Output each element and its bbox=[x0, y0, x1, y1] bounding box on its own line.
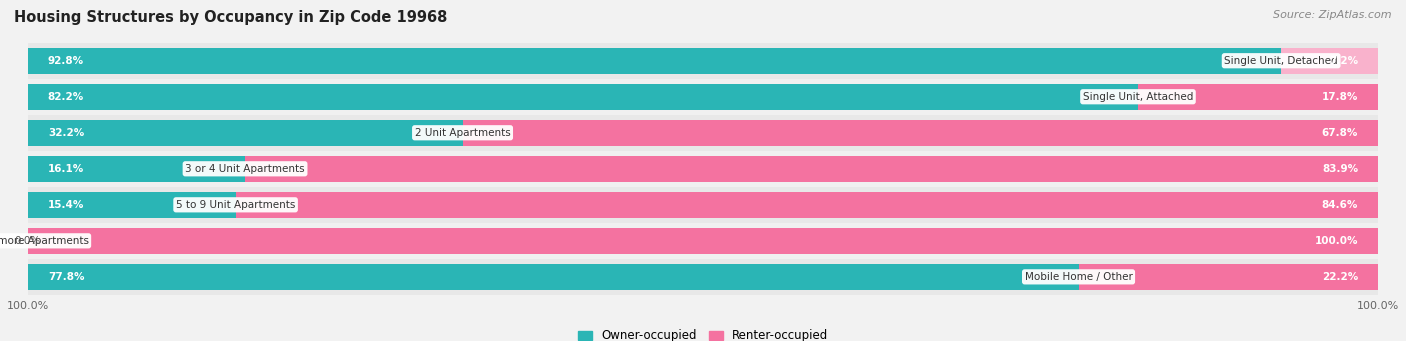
Text: 16.1%: 16.1% bbox=[48, 164, 84, 174]
Bar bbox=[236, 192, 1378, 218]
Text: 5 to 9 Unit Apartments: 5 to 9 Unit Apartments bbox=[176, 200, 295, 210]
Text: 100.0%: 100.0% bbox=[1315, 236, 1358, 246]
Text: 77.8%: 77.8% bbox=[48, 272, 84, 282]
Legend: Owner-occupied, Renter-occupied: Owner-occupied, Renter-occupied bbox=[572, 325, 834, 341]
Bar bbox=[28, 43, 1378, 79]
Text: 67.8%: 67.8% bbox=[1322, 128, 1358, 138]
Text: Source: ZipAtlas.com: Source: ZipAtlas.com bbox=[1274, 10, 1392, 20]
Text: Housing Structures by Occupancy in Zip Code 19968: Housing Structures by Occupancy in Zip C… bbox=[14, 10, 447, 25]
Bar bbox=[28, 259, 1378, 295]
Bar bbox=[1078, 264, 1378, 290]
Bar bbox=[28, 48, 1281, 74]
Bar bbox=[28, 79, 1378, 115]
Bar bbox=[1137, 84, 1378, 110]
Bar bbox=[28, 120, 463, 146]
Text: 82.2%: 82.2% bbox=[48, 92, 84, 102]
Text: 0.0%: 0.0% bbox=[15, 236, 41, 246]
Bar bbox=[28, 228, 1378, 254]
Text: 15.4%: 15.4% bbox=[48, 200, 84, 210]
Text: 22.2%: 22.2% bbox=[1322, 272, 1358, 282]
Text: Mobile Home / Other: Mobile Home / Other bbox=[1025, 272, 1132, 282]
Bar bbox=[1281, 48, 1378, 74]
Bar bbox=[28, 223, 1378, 259]
Text: 2 Unit Apartments: 2 Unit Apartments bbox=[415, 128, 510, 138]
Text: 10 or more Apartments: 10 or more Apartments bbox=[0, 236, 89, 246]
Bar bbox=[463, 120, 1378, 146]
Bar bbox=[28, 156, 245, 182]
Bar bbox=[28, 264, 1078, 290]
Text: Single Unit, Attached: Single Unit, Attached bbox=[1083, 92, 1194, 102]
Bar bbox=[28, 84, 1137, 110]
Text: 32.2%: 32.2% bbox=[48, 128, 84, 138]
Text: 17.8%: 17.8% bbox=[1322, 92, 1358, 102]
Text: Single Unit, Detached: Single Unit, Detached bbox=[1225, 56, 1339, 66]
Text: 92.8%: 92.8% bbox=[48, 56, 84, 66]
Text: 84.6%: 84.6% bbox=[1322, 200, 1358, 210]
Text: 7.2%: 7.2% bbox=[1329, 56, 1358, 66]
Text: 3 or 4 Unit Apartments: 3 or 4 Unit Apartments bbox=[186, 164, 305, 174]
Text: 83.9%: 83.9% bbox=[1322, 164, 1358, 174]
Bar bbox=[28, 151, 1378, 187]
Bar bbox=[28, 115, 1378, 151]
Bar bbox=[28, 192, 236, 218]
Bar bbox=[28, 187, 1378, 223]
Bar bbox=[245, 156, 1378, 182]
